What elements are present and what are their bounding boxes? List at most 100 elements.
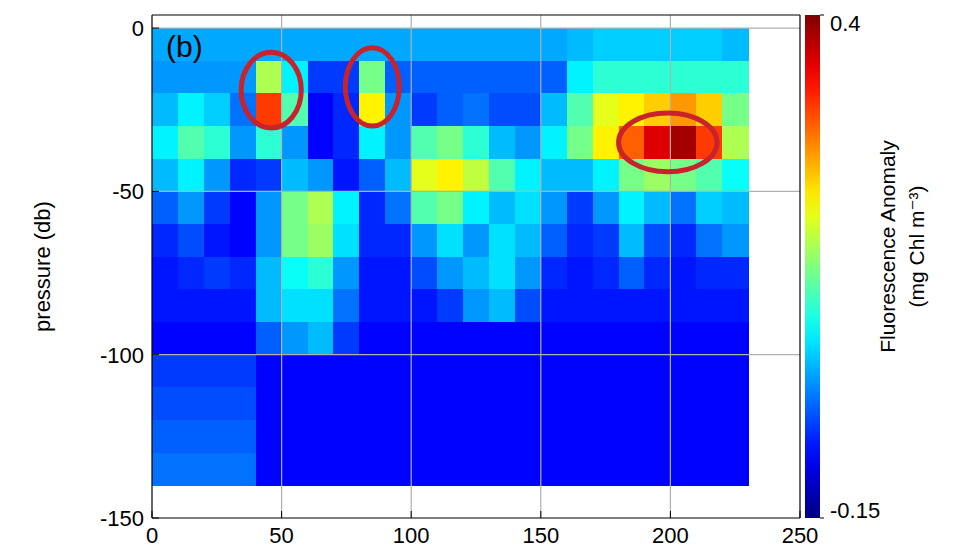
cell <box>437 355 464 388</box>
cell <box>256 355 283 388</box>
cell <box>437 289 464 322</box>
cell <box>333 126 360 159</box>
cell <box>178 387 205 420</box>
cell <box>385 257 412 290</box>
cell <box>489 322 516 355</box>
cell <box>489 289 516 322</box>
cell <box>308 355 335 388</box>
cell <box>541 28 568 61</box>
cell <box>230 159 257 192</box>
cell <box>308 191 335 224</box>
cell <box>152 159 179 192</box>
cell <box>230 322 257 355</box>
cell <box>437 322 464 355</box>
cell <box>359 126 386 159</box>
cell <box>515 28 542 61</box>
cell <box>644 93 671 126</box>
cell <box>463 420 490 453</box>
cell <box>411 159 438 192</box>
cell <box>359 355 386 388</box>
cell <box>333 387 360 420</box>
cell <box>489 159 516 192</box>
highlight-ellipse <box>619 113 717 172</box>
cell <box>411 289 438 322</box>
cell <box>489 387 516 420</box>
cell <box>593 420 620 453</box>
cell <box>385 355 412 388</box>
cell <box>722 93 749 126</box>
cell <box>619 387 646 420</box>
cell <box>308 257 335 290</box>
cell <box>204 126 231 159</box>
cell <box>204 28 231 61</box>
cell <box>644 191 671 224</box>
colorbar-tick-label: -0.15 <box>830 498 880 523</box>
cell <box>204 191 231 224</box>
highlight-ellipse <box>345 48 399 126</box>
x-tick <box>281 511 282 518</box>
cell <box>670 453 697 486</box>
cell <box>359 28 386 61</box>
cell <box>644 224 671 257</box>
cell <box>437 93 464 126</box>
cell <box>670 387 697 420</box>
cell <box>385 191 412 224</box>
cell <box>411 420 438 453</box>
cell <box>308 126 335 159</box>
cell <box>541 420 568 453</box>
cell <box>308 289 335 322</box>
cell <box>722 126 749 159</box>
cell <box>567 126 594 159</box>
cell <box>619 191 646 224</box>
cell <box>230 387 257 420</box>
cell <box>644 387 671 420</box>
grid-line <box>152 354 800 355</box>
cell <box>593 191 620 224</box>
cell <box>619 420 646 453</box>
y-tick-label: -150 <box>100 506 144 531</box>
cell <box>204 224 231 257</box>
cell <box>722 420 749 453</box>
cell <box>567 289 594 322</box>
cell <box>385 387 412 420</box>
cell <box>696 191 723 224</box>
highlight-ellipse <box>241 52 301 128</box>
cell <box>515 355 542 388</box>
cell <box>411 322 438 355</box>
grid-line <box>540 15 541 518</box>
cell <box>152 61 179 94</box>
cell <box>670 93 697 126</box>
cell <box>282 387 309 420</box>
grid-line <box>281 15 282 518</box>
cell <box>204 289 231 322</box>
cell <box>411 191 438 224</box>
x-tick-label: 150 <box>522 523 559 548</box>
cell <box>437 224 464 257</box>
cell <box>178 126 205 159</box>
cell <box>489 453 516 486</box>
cell <box>152 387 179 420</box>
x-tick <box>800 511 801 518</box>
cell <box>437 387 464 420</box>
cell <box>437 191 464 224</box>
cell <box>178 420 205 453</box>
cell <box>670 355 697 388</box>
cell <box>619 28 646 61</box>
cell <box>359 191 386 224</box>
cell <box>178 355 205 388</box>
y-tick <box>152 354 159 355</box>
cell <box>333 159 360 192</box>
cell <box>256 257 283 290</box>
colorbar-units: (mg Chl m⁻³) <box>905 186 928 308</box>
cell <box>256 420 283 453</box>
cell <box>644 28 671 61</box>
cell <box>463 224 490 257</box>
cell <box>619 257 646 290</box>
cell <box>489 355 516 388</box>
cell <box>152 453 179 486</box>
y-axis-title: pressure (db) <box>30 201 55 332</box>
cell <box>230 453 257 486</box>
x-tick-label: 50 <box>269 523 293 548</box>
cell <box>359 159 386 192</box>
cell <box>567 93 594 126</box>
